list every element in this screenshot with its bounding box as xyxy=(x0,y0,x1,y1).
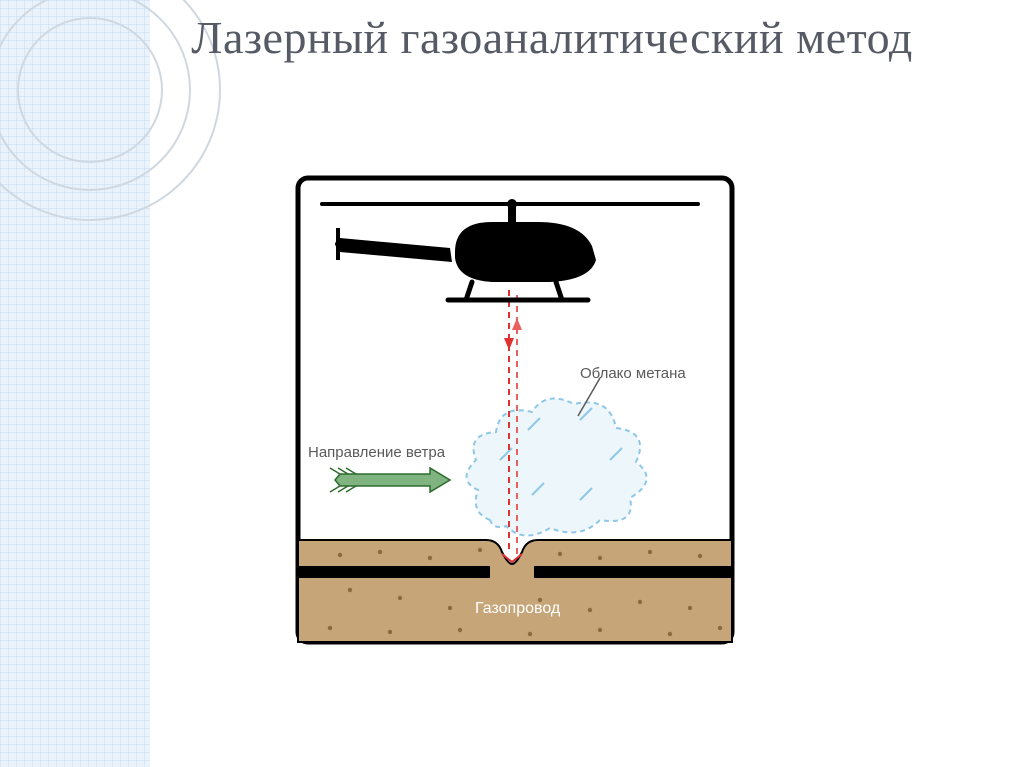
pipe-label: Газопровод xyxy=(475,600,560,618)
slide-title: Лазерный газоаналитический метод xyxy=(120,10,984,65)
wind-label: Направление ветра xyxy=(308,444,445,461)
diagram-svg xyxy=(280,160,750,660)
cloud-label: Облако метана xyxy=(580,365,686,382)
wind-arrow-icon xyxy=(330,468,450,492)
slide: Лазерный газоаналитический метод xyxy=(0,0,1024,767)
methane-cloud xyxy=(466,399,646,536)
ground xyxy=(298,540,732,642)
helicopter-icon xyxy=(320,199,700,300)
diagram: Направление ветра Облако метана Газопров… xyxy=(280,160,750,660)
